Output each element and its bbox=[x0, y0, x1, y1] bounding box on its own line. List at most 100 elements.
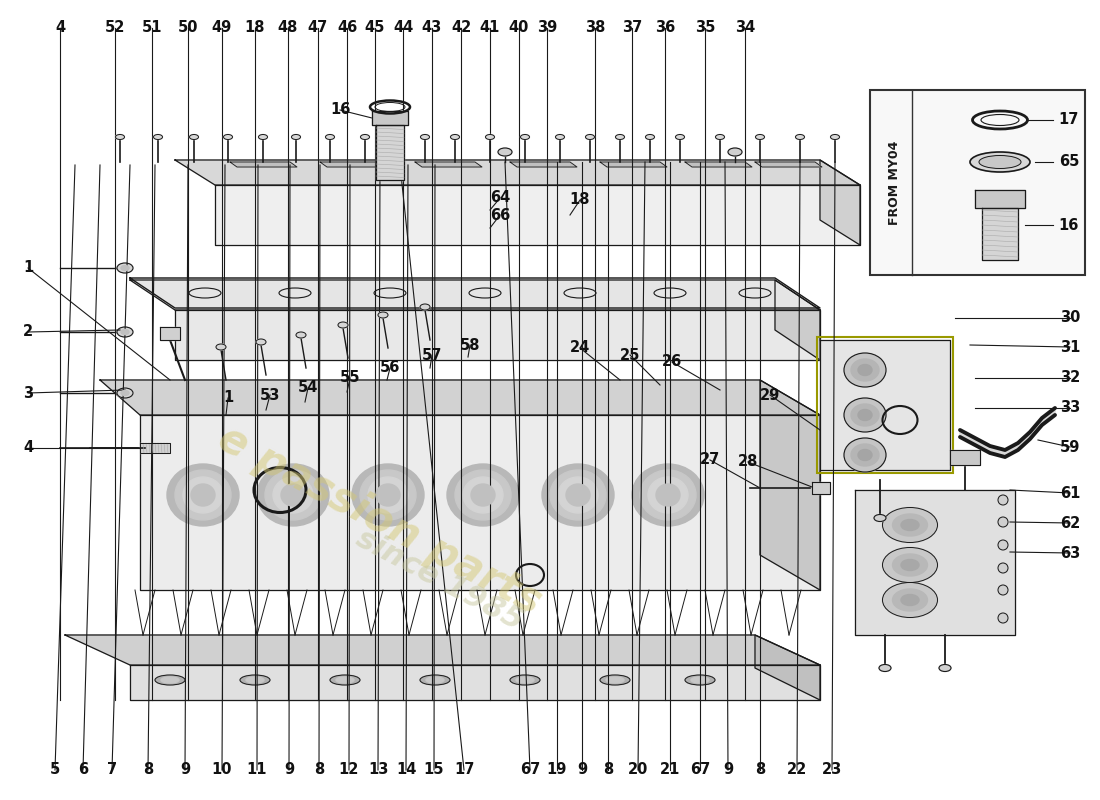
Ellipse shape bbox=[640, 470, 696, 520]
Ellipse shape bbox=[830, 134, 839, 139]
Ellipse shape bbox=[451, 134, 460, 139]
Ellipse shape bbox=[892, 554, 927, 576]
Polygon shape bbox=[600, 162, 667, 167]
Ellipse shape bbox=[616, 134, 625, 139]
Text: 36: 36 bbox=[654, 21, 675, 35]
Ellipse shape bbox=[121, 390, 129, 395]
Ellipse shape bbox=[117, 388, 133, 398]
Ellipse shape bbox=[191, 484, 214, 506]
Ellipse shape bbox=[426, 677, 444, 683]
Text: 16: 16 bbox=[330, 102, 350, 118]
Text: 43: 43 bbox=[422, 21, 442, 35]
Polygon shape bbox=[776, 280, 820, 360]
Ellipse shape bbox=[240, 675, 270, 685]
Ellipse shape bbox=[851, 359, 879, 381]
Text: 33: 33 bbox=[1060, 401, 1080, 415]
Text: 57: 57 bbox=[421, 347, 442, 362]
Text: 28: 28 bbox=[738, 454, 758, 470]
Ellipse shape bbox=[892, 589, 927, 611]
Polygon shape bbox=[214, 185, 860, 245]
Ellipse shape bbox=[246, 677, 264, 683]
Text: 29: 29 bbox=[760, 387, 780, 402]
Ellipse shape bbox=[338, 322, 348, 328]
Ellipse shape bbox=[296, 332, 306, 338]
Ellipse shape bbox=[795, 134, 804, 139]
Text: 4: 4 bbox=[23, 441, 33, 455]
Ellipse shape bbox=[216, 344, 225, 350]
Polygon shape bbox=[230, 162, 297, 167]
Polygon shape bbox=[685, 162, 752, 167]
Text: 12: 12 bbox=[339, 762, 360, 778]
Ellipse shape bbox=[979, 155, 1021, 169]
Ellipse shape bbox=[360, 470, 416, 520]
Polygon shape bbox=[320, 162, 387, 167]
Polygon shape bbox=[130, 280, 820, 310]
Text: 61: 61 bbox=[1059, 486, 1080, 501]
Polygon shape bbox=[960, 430, 975, 445]
Text: 39: 39 bbox=[537, 21, 557, 35]
Polygon shape bbox=[755, 162, 822, 167]
Ellipse shape bbox=[361, 134, 370, 139]
Text: 67: 67 bbox=[690, 762, 711, 778]
Text: 18: 18 bbox=[244, 21, 265, 35]
Ellipse shape bbox=[154, 134, 163, 139]
Polygon shape bbox=[175, 310, 819, 360]
Polygon shape bbox=[1005, 443, 1018, 457]
Text: 16: 16 bbox=[1059, 218, 1079, 233]
Ellipse shape bbox=[498, 148, 512, 156]
Text: 45: 45 bbox=[365, 21, 385, 35]
Bar bbox=[950, 450, 980, 465]
Text: 26: 26 bbox=[662, 354, 682, 370]
Ellipse shape bbox=[542, 464, 614, 526]
Ellipse shape bbox=[516, 677, 534, 683]
Ellipse shape bbox=[280, 484, 305, 506]
Polygon shape bbox=[755, 635, 820, 700]
Bar bbox=[855, 490, 1015, 635]
Text: 54: 54 bbox=[298, 381, 318, 395]
Bar bbox=[160, 327, 180, 340]
Text: 3: 3 bbox=[23, 386, 33, 401]
Ellipse shape bbox=[844, 438, 886, 472]
Ellipse shape bbox=[558, 477, 598, 513]
Text: 64: 64 bbox=[490, 190, 510, 206]
Text: 17: 17 bbox=[1059, 113, 1079, 127]
Ellipse shape bbox=[256, 339, 266, 345]
Text: 53: 53 bbox=[260, 387, 280, 402]
Text: 30: 30 bbox=[1059, 310, 1080, 326]
Ellipse shape bbox=[901, 519, 918, 530]
Text: 49: 49 bbox=[212, 21, 232, 35]
Ellipse shape bbox=[155, 675, 185, 685]
Text: 14: 14 bbox=[396, 762, 416, 778]
Ellipse shape bbox=[121, 266, 129, 270]
Polygon shape bbox=[100, 380, 820, 415]
Ellipse shape bbox=[420, 675, 450, 685]
Bar bbox=[372, 111, 408, 125]
Polygon shape bbox=[760, 380, 820, 590]
Text: 51: 51 bbox=[142, 21, 163, 35]
Ellipse shape bbox=[656, 484, 680, 506]
Ellipse shape bbox=[851, 444, 879, 466]
Text: 4: 4 bbox=[55, 21, 65, 35]
Text: 21: 21 bbox=[660, 762, 680, 778]
Bar bbox=[812, 482, 830, 494]
Bar bbox=[982, 208, 1018, 260]
Text: 20: 20 bbox=[628, 762, 648, 778]
Ellipse shape bbox=[882, 507, 937, 542]
Text: 50: 50 bbox=[178, 21, 198, 35]
Polygon shape bbox=[1018, 432, 1030, 450]
Polygon shape bbox=[130, 278, 820, 308]
Text: 9: 9 bbox=[723, 762, 733, 778]
Polygon shape bbox=[1030, 418, 1042, 439]
Text: 66: 66 bbox=[490, 207, 510, 222]
Text: 31: 31 bbox=[1059, 339, 1080, 354]
Text: 8: 8 bbox=[755, 762, 766, 778]
Text: 35: 35 bbox=[695, 21, 715, 35]
Ellipse shape bbox=[685, 675, 715, 685]
Circle shape bbox=[998, 540, 1008, 550]
Bar bbox=[870, 90, 1085, 275]
Ellipse shape bbox=[901, 559, 918, 570]
Ellipse shape bbox=[675, 134, 684, 139]
Ellipse shape bbox=[901, 594, 918, 606]
Ellipse shape bbox=[970, 152, 1030, 172]
Text: 8: 8 bbox=[143, 762, 153, 778]
